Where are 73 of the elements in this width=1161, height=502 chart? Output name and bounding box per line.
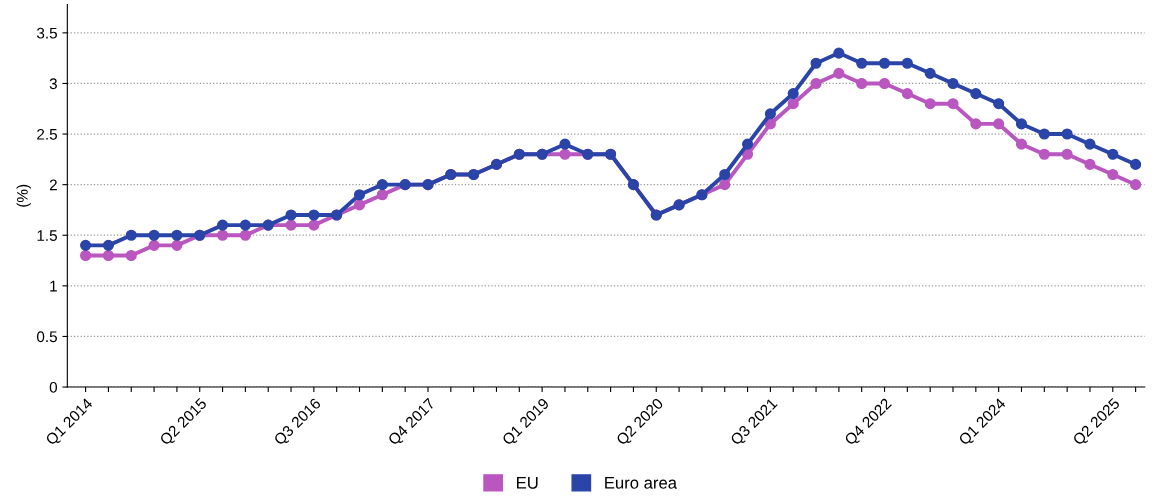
point	[102, 239, 114, 251]
point	[787, 88, 799, 100]
point	[764, 118, 776, 130]
y-tick-label: 1	[50, 280, 57, 292]
point	[810, 77, 822, 90]
y-tick-label: 1.5	[37, 230, 57, 241]
point	[171, 229, 183, 241]
point	[1084, 138, 1096, 150]
point	[376, 189, 388, 201]
point	[856, 77, 868, 90]
y-tick-label: 3	[49, 78, 57, 90]
point	[719, 179, 731, 191]
point	[376, 179, 388, 191]
point	[833, 67, 845, 79]
point	[764, 108, 776, 120]
y-tick-label: 0	[49, 381, 58, 393]
point	[742, 148, 754, 160]
point	[217, 229, 229, 241]
point	[1061, 128, 1073, 140]
point	[285, 209, 297, 221]
point	[171, 239, 183, 251]
point	[947, 98, 959, 110]
point	[924, 98, 936, 110]
y-tick-label: 2.5	[37, 128, 57, 140]
point	[559, 148, 571, 160]
y-tick-label: 2	[49, 179, 57, 191]
point	[1130, 179, 1142, 191]
point	[1038, 148, 1050, 160]
point	[924, 67, 936, 79]
point	[1130, 158, 1142, 170]
point	[353, 199, 366, 211]
point	[1084, 158, 1096, 170]
point	[1061, 148, 1073, 160]
point	[1107, 168, 1119, 181]
point	[80, 239, 92, 251]
point	[719, 168, 731, 181]
point	[285, 219, 297, 231]
point	[148, 239, 160, 251]
legend-label: Euro area	[605, 477, 678, 489]
point	[80, 249, 92, 262]
point	[901, 88, 913, 100]
point	[1015, 138, 1028, 150]
y-tick-label: 3.5	[36, 27, 57, 39]
point	[239, 229, 251, 241]
point	[878, 77, 891, 90]
point	[148, 229, 160, 241]
y-axis-title: (%)	[16, 184, 31, 207]
point	[353, 189, 366, 201]
point	[993, 118, 1005, 130]
point	[1107, 148, 1119, 160]
point	[810, 57, 822, 69]
point	[125, 249, 137, 262]
point	[1015, 118, 1028, 130]
point	[833, 47, 845, 59]
y-tick-label: 0.5	[36, 331, 57, 343]
point	[947, 77, 959, 90]
point	[970, 118, 982, 130]
legend-label: EU	[517, 477, 538, 489]
point	[217, 219, 229, 231]
point	[993, 98, 1005, 110]
point	[559, 138, 571, 150]
point	[878, 57, 891, 69]
point	[125, 229, 137, 241]
point	[856, 57, 868, 69]
point	[742, 138, 754, 150]
point	[901, 57, 913, 69]
point	[102, 249, 114, 262]
point	[970, 88, 982, 100]
point	[787, 98, 799, 110]
point	[308, 219, 320, 231]
point	[1038, 128, 1050, 140]
point	[239, 219, 251, 231]
point	[308, 209, 320, 221]
